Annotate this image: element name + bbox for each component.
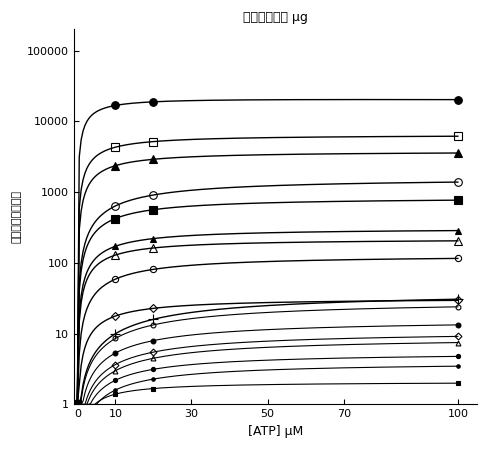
- Title: たんぱく質５ μg: たんぱく質５ μg: [243, 11, 307, 24]
- Y-axis label: 規格化された活性: 規格化された活性: [11, 190, 21, 243]
- X-axis label: [ATP] μM: [ATP] μM: [247, 425, 303, 438]
